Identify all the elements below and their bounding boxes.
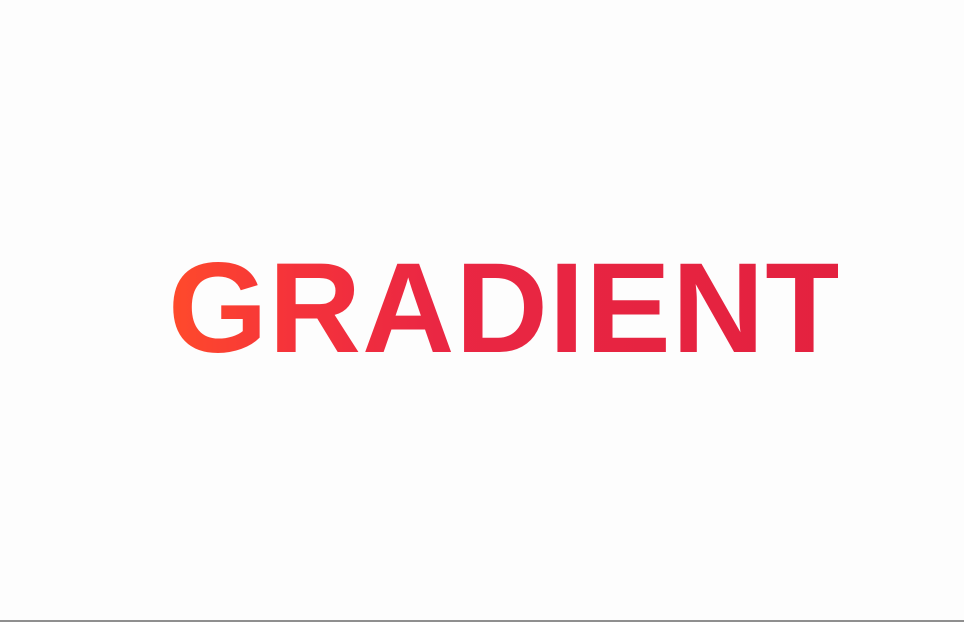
bottom-divider xyxy=(0,620,964,622)
gradient-headline: GRADIENT xyxy=(168,237,845,380)
